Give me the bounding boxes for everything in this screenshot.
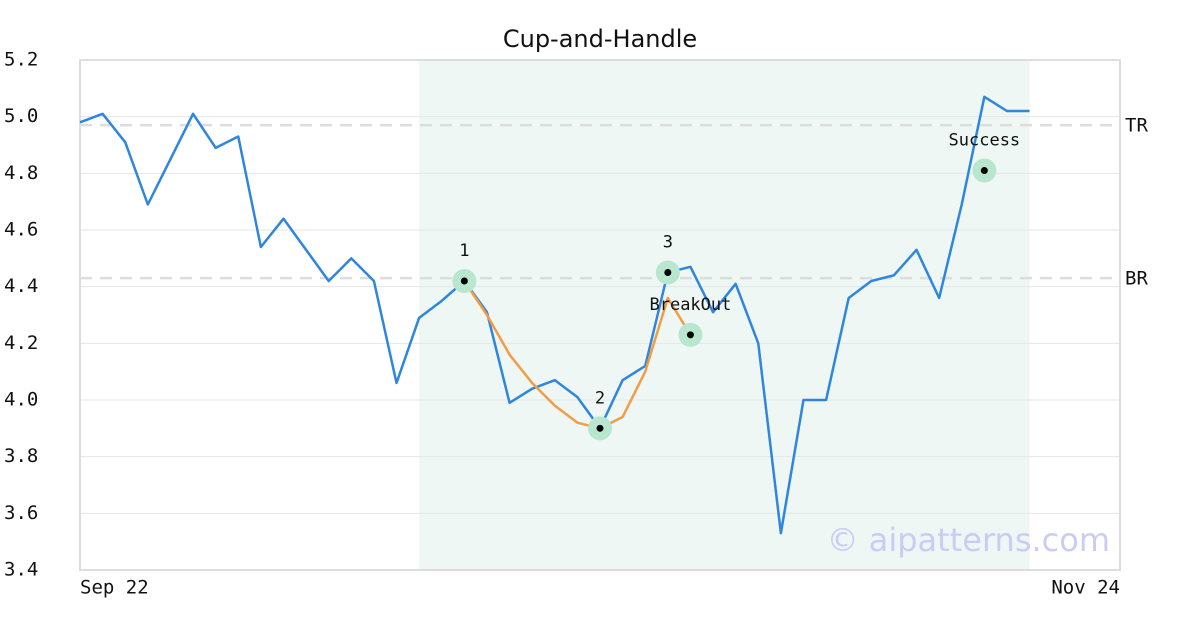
point-dot bbox=[596, 424, 604, 432]
y-tick-label: 3.4 bbox=[4, 559, 38, 581]
y-tick-label: 4.0 bbox=[4, 389, 38, 411]
y-tick-label: 5.0 bbox=[4, 105, 38, 127]
point-label: 2 bbox=[595, 388, 605, 408]
y-tick-label: 4.2 bbox=[4, 332, 38, 354]
y-tick-label: 4.8 bbox=[4, 162, 38, 184]
series-line bbox=[463, 280, 692, 430]
x-tick-label: Nov 24 bbox=[1051, 577, 1120, 599]
point-dot bbox=[664, 269, 672, 276]
point-label: 3 bbox=[663, 233, 673, 253]
level-label: BR bbox=[1125, 268, 1148, 290]
point-label: 1 bbox=[459, 241, 469, 261]
point-label: BreakOut bbox=[649, 295, 731, 315]
y-tick-label: 3.6 bbox=[4, 502, 38, 524]
plot-frame bbox=[79, 59, 1121, 571]
series-line bbox=[79, 95, 1030, 535]
point-dot bbox=[686, 331, 694, 339]
y-tick-label: 4.4 bbox=[4, 275, 38, 297]
x-tick-label: Sep 22 bbox=[80, 577, 149, 599]
y-tick-label: 5.2 bbox=[4, 49, 38, 71]
point-dot bbox=[980, 167, 988, 174]
y-tick-label: 4.6 bbox=[4, 219, 38, 241]
watermark: © aipatterns.com bbox=[827, 521, 1110, 559]
level-label: TR bbox=[1125, 115, 1148, 137]
y-tick-label: 3.8 bbox=[4, 445, 38, 467]
chart-title: Cup-and-Handle bbox=[503, 25, 697, 53]
point-label: Success bbox=[949, 131, 1021, 151]
highlight-region bbox=[419, 60, 1030, 570]
point-dot bbox=[460, 277, 468, 285]
